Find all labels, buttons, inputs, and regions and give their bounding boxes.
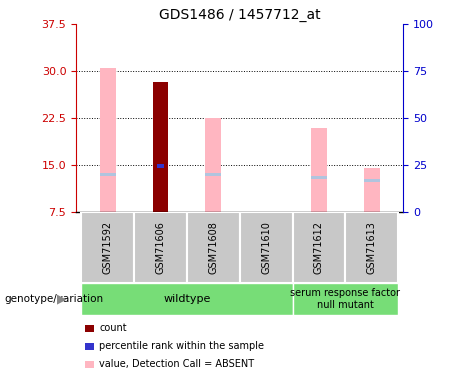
- Text: value, Detection Call = ABSENT: value, Detection Call = ABSENT: [99, 359, 254, 369]
- Text: GSM71608: GSM71608: [208, 221, 219, 274]
- Text: GSM71613: GSM71613: [366, 221, 377, 274]
- Text: percentile rank within the sample: percentile rank within the sample: [99, 341, 264, 351]
- Bar: [240, 212, 293, 283]
- Bar: [311, 176, 327, 179]
- Text: genotype/variation: genotype/variation: [5, 294, 104, 304]
- Text: serum response factor
null mutant: serum response factor null mutant: [290, 288, 400, 310]
- Bar: [206, 118, 221, 212]
- Bar: [81, 212, 134, 283]
- Bar: [187, 212, 240, 283]
- Title: GDS1486 / 1457712_at: GDS1486 / 1457712_at: [159, 8, 320, 22]
- Text: wildtype: wildtype: [163, 294, 211, 304]
- Bar: [364, 168, 379, 212]
- Bar: [157, 164, 165, 168]
- Text: ▶: ▶: [57, 292, 67, 306]
- Bar: [293, 212, 345, 283]
- Bar: [100, 172, 116, 176]
- Bar: [134, 212, 187, 283]
- Bar: [311, 128, 327, 212]
- Text: count: count: [99, 323, 127, 333]
- Bar: [206, 172, 221, 176]
- Bar: [364, 179, 379, 182]
- Text: GSM71610: GSM71610: [261, 221, 271, 274]
- Bar: [81, 283, 293, 315]
- Text: GSM71606: GSM71606: [155, 221, 165, 274]
- Bar: [153, 82, 168, 212]
- Bar: [100, 68, 116, 212]
- Bar: [345, 212, 398, 283]
- Text: GSM71592: GSM71592: [103, 221, 113, 274]
- Bar: [293, 283, 398, 315]
- Text: GSM71612: GSM71612: [314, 221, 324, 274]
